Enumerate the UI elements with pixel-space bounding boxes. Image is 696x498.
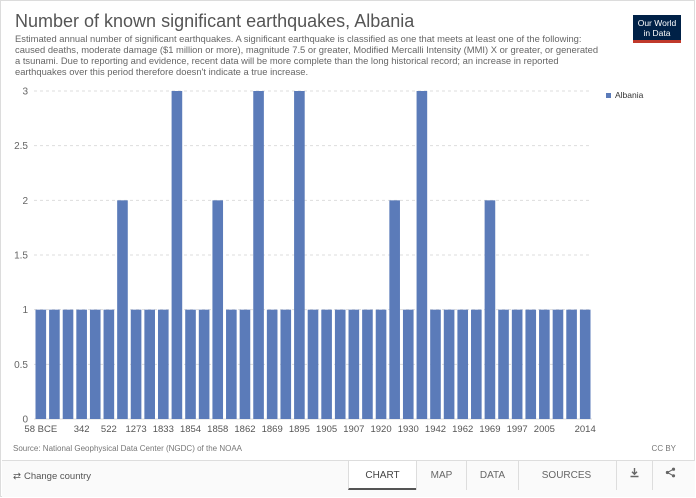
- bar-1: [49, 309, 60, 419]
- bar-chart: 0 0.5 1 1.5 2 2.5 3 58 BCE 342 522 1273 1833 1854 185…: [14, 87, 596, 436]
- swap-arrows-icon: ⇄: [13, 471, 21, 482]
- x-tick-label-4: 1833: [153, 424, 174, 435]
- bar-21: [321, 309, 332, 419]
- bar-3: [76, 309, 87, 419]
- x-tick-label-16: 1969: [479, 424, 500, 435]
- x-tick-label-1: 342: [74, 424, 90, 435]
- bar-31: [457, 309, 469, 419]
- bar-14: [226, 309, 237, 419]
- x-tick-label-5: 1854: [180, 424, 201, 435]
- x-tick-label-14: 1942: [425, 424, 446, 435]
- download-icon[interactable]: [616, 461, 651, 490]
- x-tick-label-9: 1895: [289, 424, 310, 435]
- share-icon[interactable]: [652, 461, 687, 490]
- share-glyph: [665, 467, 675, 478]
- tab-sources[interactable]: SOURCES: [518, 461, 614, 490]
- tab-map[interactable]: MAP: [416, 461, 466, 490]
- x-tick-label-12: 1920: [370, 424, 391, 435]
- y-tick-label-5: 2.5: [14, 141, 28, 152]
- x-tick-label-17: 1997: [507, 424, 528, 435]
- bar-35: [511, 309, 523, 419]
- bar-2: [62, 309, 74, 419]
- logo-line-1: Our World: [637, 18, 677, 28]
- bar-26: [389, 200, 400, 419]
- x-tick-label-2: 522: [101, 424, 117, 435]
- bar-34: [498, 309, 509, 419]
- x-tick-label-7: 1862: [234, 424, 255, 435]
- bar-22: [334, 309, 346, 419]
- bar-30: [443, 309, 455, 419]
- x-tick-label-3: 1273: [126, 424, 147, 435]
- change-country-label: Change country: [23, 471, 92, 482]
- bar-6: [117, 200, 128, 419]
- owid-logo[interactable]: Our World in Data: [633, 15, 681, 43]
- change-country-button[interactable]: ⇄ Change country: [13, 471, 91, 482]
- license-label[interactable]: CC BY: [651, 444, 676, 453]
- y-tick-label-0: 0: [22, 415, 28, 426]
- tab-chart[interactable]: CHART: [348, 461, 416, 490]
- bar-9: [157, 309, 169, 419]
- x-tick-label-18: 2005: [534, 424, 555, 435]
- control-bar: ⇄ Change country CHART MAP DATA SOURCES: [2, 460, 695, 497]
- bar-8: [144, 309, 155, 419]
- bar-19: [294, 91, 305, 419]
- bar-36: [525, 309, 537, 419]
- y-tick-label-3: 1.5: [14, 251, 28, 262]
- x-tick-label-6: 1858: [207, 424, 228, 435]
- bar-20: [307, 309, 319, 419]
- x-tick-label-11: 1907: [343, 424, 364, 435]
- bar-18: [280, 309, 292, 419]
- chart-title: Number of known significant earthquakes,…: [15, 11, 415, 31]
- bar-23: [348, 309, 360, 419]
- bar-38: [552, 309, 564, 419]
- x-tick-label-0: 58 BCE: [24, 424, 57, 435]
- source-note[interactable]: Source: National Geophysical Data Center…: [13, 444, 242, 453]
- tab-data[interactable]: DATA: [466, 461, 518, 490]
- y-tick-label-1: 0.5: [14, 360, 28, 371]
- x-tick-label-15: 1962: [452, 424, 473, 435]
- bar-37: [539, 309, 550, 419]
- bar-33: [484, 200, 496, 419]
- x-tick-label-19: 2014: [575, 424, 596, 435]
- bar-12: [198, 309, 210, 419]
- y-tick-label-2: 1: [22, 305, 28, 316]
- bar-28: [416, 91, 428, 419]
- bar-15: [239, 309, 251, 419]
- x-tick-label-8: 1869: [262, 424, 283, 435]
- bar-32: [471, 309, 482, 419]
- bar-16: [253, 91, 264, 419]
- bar-10: [171, 91, 183, 419]
- bar-13: [212, 200, 224, 419]
- legend-label-albania: Albania: [615, 90, 644, 100]
- bar-7: [130, 309, 142, 419]
- y-tick-label-4: 2: [22, 196, 28, 207]
- bar-4: [89, 309, 101, 419]
- legend[interactable]: Albania: [606, 90, 643, 100]
- bar-27: [402, 309, 414, 419]
- bar-29: [430, 309, 441, 419]
- bar-39: [566, 309, 577, 419]
- bar-24: [362, 309, 373, 419]
- logo-line-2: in Data: [643, 28, 671, 38]
- x-tick-label-13: 1930: [398, 424, 419, 435]
- download-glyph: [630, 468, 638, 478]
- x-tick-label-10: 1905: [316, 424, 337, 435]
- y-tick-label-6: 3: [22, 87, 28, 98]
- bar-11: [185, 309, 196, 419]
- bar-40: [579, 309, 591, 419]
- bar-25: [375, 309, 387, 419]
- legend-swatch-albania: [606, 93, 611, 99]
- bar-17: [266, 309, 278, 419]
- bar-0: [35, 309, 47, 419]
- bar-5: [103, 309, 115, 419]
- chart-subtitle: Estimated annual number of significant e…: [15, 33, 599, 77]
